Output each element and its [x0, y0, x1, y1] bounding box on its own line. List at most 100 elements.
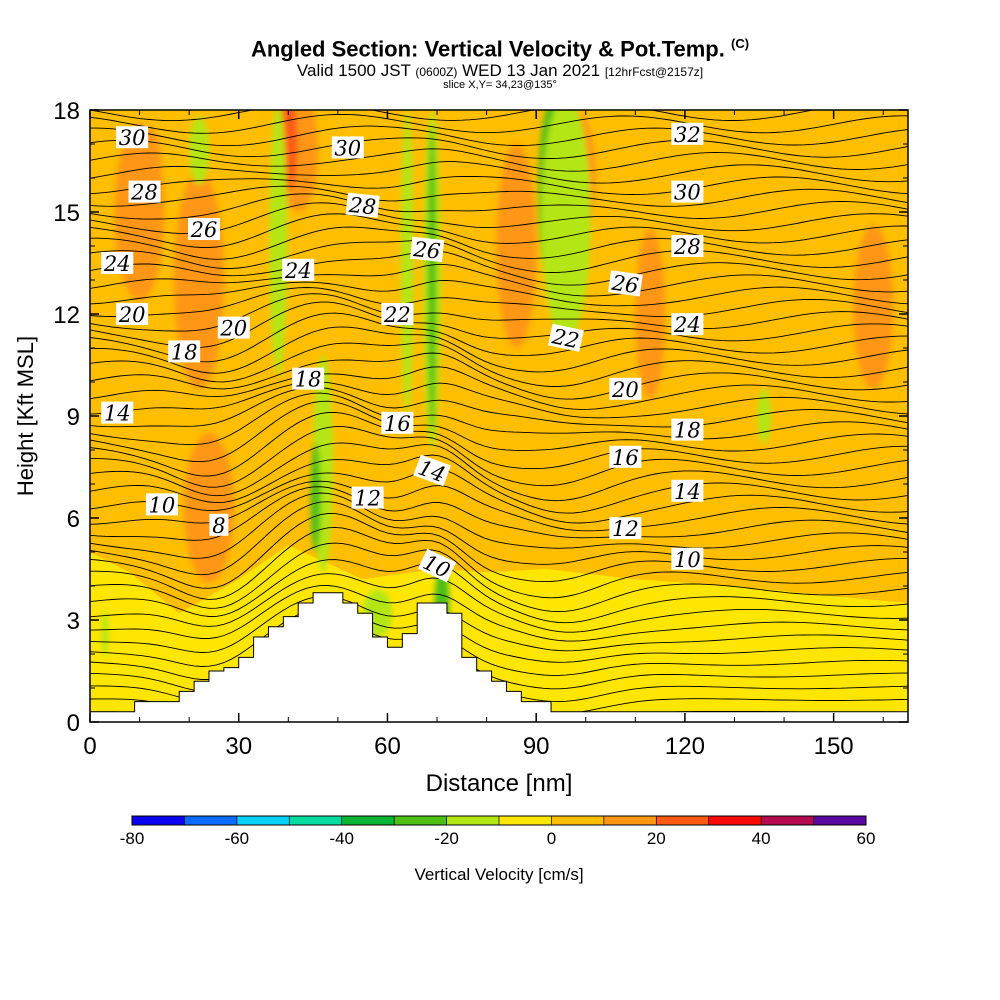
velocity-patch-20 [757, 388, 772, 444]
x-axis-label: Distance [nm] [426, 770, 573, 797]
x-tick-label: 90 [523, 733, 550, 760]
isentrope-line [90, 239, 908, 273]
isentrope-label-text: 12 [354, 487, 381, 511]
velocity-patch-4 [496, 144, 537, 348]
isentrope-label-box [128, 180, 161, 203]
isentrope-label-box [217, 316, 250, 339]
y-axis-label: Height [Kft MSL] [13, 336, 38, 496]
isentrope-label-box [547, 323, 584, 352]
isentrope-line [90, 113, 908, 134]
isentrope-label: 24 [101, 252, 134, 276]
velocity-patches [101, 110, 894, 658]
colorbar-swatch [708, 816, 762, 825]
isentrope-label-text: 24 [103, 252, 131, 276]
y-tick-label: 12 [53, 302, 80, 329]
isentrope-label-text: 14 [104, 402, 131, 426]
isentrope-label: 10 [671, 547, 704, 572]
colorbar-tick-label: 60 [857, 829, 876, 848]
isentrope-label: 26 [410, 236, 445, 264]
isentrope-line [90, 501, 908, 576]
colorbar-tick-label: -80 [120, 829, 145, 848]
isentrope-label-box [345, 192, 380, 218]
isentrope-line [90, 366, 908, 410]
colorbar-swatch [236, 816, 290, 825]
isentrope-line [90, 326, 908, 374]
isentrope-label-box [351, 486, 384, 509]
colorbar-swatch [184, 816, 237, 825]
isentrope-line [90, 559, 908, 624]
isentrope-label: 28 [345, 192, 380, 220]
isentrope-label-text: 20 [611, 378, 639, 402]
isentrope-label: 14 [101, 401, 134, 426]
isentrope-line [90, 312, 908, 363]
x-tick-label: 0 [83, 733, 96, 760]
isentrope-line [90, 342, 908, 387]
isentrope-line [90, 185, 908, 207]
isentrope-line [90, 492, 908, 559]
colorbar-tick-label: 40 [752, 829, 771, 848]
colorbar-tick-label: 0 [547, 829, 556, 848]
isentrope-label: 28 [128, 180, 161, 205]
isentrope-line [90, 585, 908, 642]
isentrope-line [90, 213, 908, 248]
terrain [90, 592, 908, 722]
isentrope-label-box [116, 303, 149, 325]
isentrope-line [90, 148, 908, 172]
isentrope-label: 32 [671, 122, 704, 147]
x-tick-label: 120 [665, 733, 705, 760]
chart-title: Angled Section: Vertical Velocity & Pot.… [250, 36, 750, 62]
isentrope-line [90, 526, 908, 600]
colorbar: -80 -60 -40 -20 0 20 40 60 Vertical Velocity [cm… [120, 815, 876, 884]
slice-info: slice X,Y= 34,23@135° [443, 79, 557, 91]
velocity-patch-6 [635, 229, 666, 399]
isentrope-labels: 30 30 32 28 28 30 26 26 28 24 24 26 20 20 22 22 24 18 18 20… [101, 122, 704, 583]
isentrope-label-text: 28 [673, 235, 701, 259]
isentrope-line [90, 202, 908, 235]
isentrope-label: 16 [381, 411, 414, 436]
isentrope-line [90, 193, 908, 220]
isentrope-label-box [671, 479, 704, 502]
isentrope-line [90, 400, 908, 463]
isentrope-line [90, 279, 908, 307]
isentrope-line [90, 161, 908, 184]
isentrope-label-box [381, 411, 414, 434]
colorbar-swatch [603, 816, 657, 825]
isentrope-label-text: 22 [549, 324, 581, 353]
isentrope-line [90, 381, 908, 419]
isentrope-line [90, 18, 908, 35]
isentrope-label-text: 24 [284, 259, 312, 283]
isentrope-label: 26 [608, 270, 643, 298]
isentrope-label-text: 12 [612, 517, 639, 541]
isentrope-line [90, 411, 908, 477]
isentrope-label-box [609, 517, 642, 540]
isentrope-label-text: 30 [334, 136, 361, 160]
isentrope-label: 30 [116, 126, 149, 150]
isentrope-line [90, 30, 908, 47]
isentrope-label: 16 [609, 445, 642, 470]
velocity-patch-13 [400, 110, 414, 416]
isentrope-label: 30 [671, 180, 704, 205]
velocity-patch-21 [101, 609, 109, 658]
isentrope-label-box [671, 313, 704, 336]
isentrope-label-text: 10 [149, 493, 176, 517]
colorbar-swatch [132, 816, 185, 825]
isentrope-label-text: 32 [674, 123, 701, 147]
isentrope-label: 26 [188, 218, 221, 242]
isentrope-label-box [413, 454, 451, 487]
isentrope-label: 12 [609, 517, 642, 541]
colorbar-tick-label: 20 [647, 829, 666, 848]
axes: 0 30 60 90 120 150 0 3 6 9 12 15 18 Distance [nm] Heig… [13, 98, 908, 797]
isentrope-label-box [609, 377, 642, 400]
isentrope-label-box [671, 122, 704, 145]
y-tick-label: 9 [67, 404, 80, 431]
isentrope-label-box [282, 258, 315, 281]
isentrope-label-box [168, 340, 201, 363]
isentrope-label-box [608, 270, 643, 297]
y-tick-label: 0 [67, 710, 80, 737]
colorbar-swatch [289, 816, 342, 825]
isentrope-label: 18 [292, 367, 325, 392]
isentrope-label-box [292, 367, 325, 390]
colorbar-swatch [499, 816, 552, 825]
isentrope-label: 18 [168, 340, 201, 364]
